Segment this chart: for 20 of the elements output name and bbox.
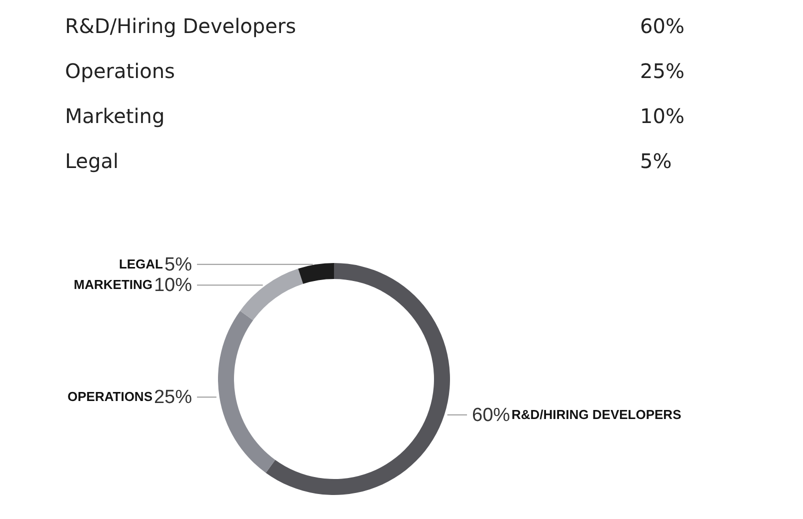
slice-label: OPERATIONS xyxy=(68,389,153,404)
slice-label: R&D/HIRING DEVELOPERS xyxy=(512,406,682,422)
text: Operations xyxy=(65,59,175,83)
text: Legal xyxy=(65,149,119,173)
slice-label: MARKETING xyxy=(74,277,152,292)
text: R&D/Hiring Developers xyxy=(65,14,296,38)
text: 60% xyxy=(640,14,684,38)
text: Marketing xyxy=(65,104,165,128)
donut-slice xyxy=(240,268,304,320)
data-label: 25% xyxy=(154,387,192,408)
text: 25% xyxy=(640,59,684,83)
data-label: 60% xyxy=(472,404,510,426)
text: 10% xyxy=(640,104,684,128)
donut-slice xyxy=(218,310,276,473)
data-label: 10% xyxy=(154,275,192,296)
slice-label: LEGAL xyxy=(118,256,164,272)
donut-slice xyxy=(266,263,450,495)
text: 5% xyxy=(640,149,672,173)
donut-slice xyxy=(298,263,334,284)
data-label: 5% xyxy=(164,254,192,276)
